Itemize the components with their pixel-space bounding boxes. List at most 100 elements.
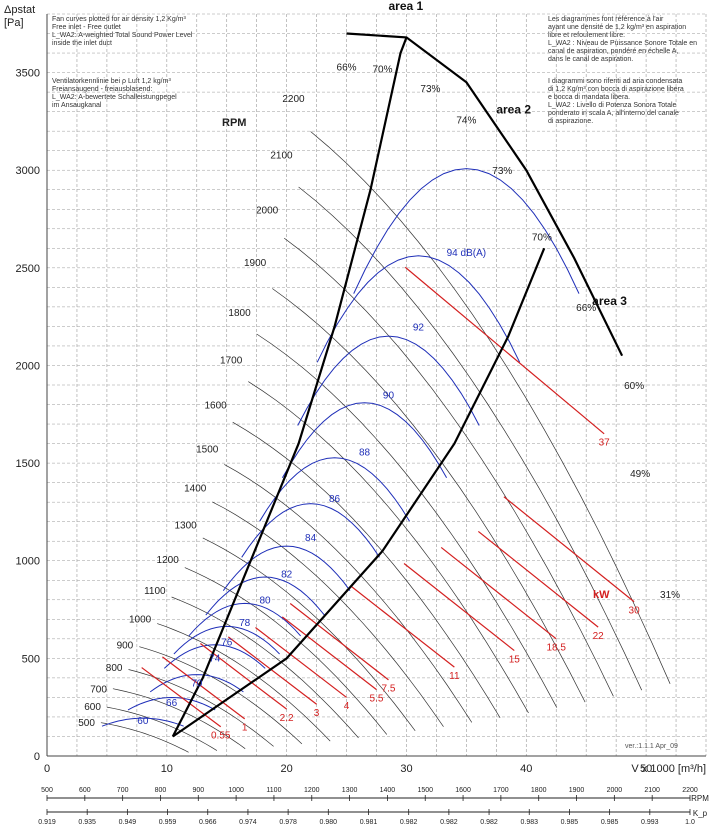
sound-curve — [101, 717, 184, 727]
rpm-label: 800 — [106, 663, 123, 674]
sound-label: 78 — [239, 618, 251, 629]
y-tick-label: 500 — [22, 653, 40, 665]
kp-scale-label: 0.949 — [119, 819, 137, 826]
kp-scale-label: 0.980 — [320, 819, 338, 826]
sound-label: 86 — [329, 494, 341, 505]
rpm-curve — [212, 501, 444, 727]
kp-scale-label: 0.966 — [199, 819, 217, 826]
kp-scale-label: 0.935 — [78, 819, 96, 826]
rpm-scale-title: RPM — [691, 794, 709, 803]
power-line — [141, 667, 222, 728]
power-line — [404, 266, 605, 435]
power-line — [289, 603, 389, 681]
rpm-scale-label: 1300 — [342, 787, 358, 794]
y-tick-label: 2000 — [16, 360, 40, 372]
rpm-curve — [256, 333, 558, 708]
power-line — [503, 496, 635, 603]
rpm-curve — [202, 537, 416, 732]
area-boundaries — [171, 32, 624, 738]
sound-label: 66 — [166, 698, 178, 709]
rpm-scale-label: 2100 — [644, 787, 660, 794]
efficiency-label: 74% — [456, 115, 476, 126]
x-tick-label: 0 — [44, 763, 50, 775]
x-tick-label: 20 — [281, 763, 293, 775]
rpm-curve — [106, 706, 218, 751]
x-tick-label: 40 — [520, 763, 532, 775]
power-label: 0.55 — [211, 730, 231, 741]
rpm-curve — [232, 421, 501, 718]
rpm-label: 500 — [78, 718, 95, 729]
power-label: 22 — [593, 631, 605, 642]
y-axis-unit: [Pa] — [4, 17, 24, 29]
x-tick-label: 30 — [400, 763, 412, 775]
rpm-curve — [128, 669, 274, 747]
rpm-label: 1800 — [228, 308, 251, 319]
rpm-label: 2000 — [256, 205, 279, 216]
rpm-label: 1100 — [144, 586, 166, 597]
axes: 0 10 20 30 40 500500100015002000250030003500V… — [16, 14, 706, 775]
sound-curves — [101, 168, 580, 727]
rpm-label: 1200 — [157, 555, 180, 566]
kp-scale-label: 0.993 — [641, 819, 659, 826]
efficiency-label: 70% — [532, 233, 552, 244]
rpm-curve — [224, 464, 473, 723]
sound-label: 80 — [260, 596, 272, 607]
kp-scale-label: 0.985 — [601, 819, 619, 826]
kp-scale-label: 0.974 — [239, 819, 257, 826]
rpm-curve — [248, 381, 529, 714]
sound-curve — [188, 602, 301, 637]
area-boundary — [171, 37, 408, 738]
rpm-curve — [139, 646, 303, 745]
kw-title: kW — [593, 589, 610, 601]
area-label: area 3 — [592, 294, 627, 308]
sound-curve — [173, 625, 280, 655]
sound-curve — [259, 457, 410, 522]
sound-label: 60 — [137, 716, 149, 727]
power-line — [440, 546, 557, 640]
rpm-scale-label: 900 — [192, 787, 204, 794]
area-label: area 2 — [496, 103, 531, 117]
rpm-label: 600 — [84, 702, 101, 713]
rpm-curve — [184, 567, 388, 735]
sound-label: 90 — [383, 391, 395, 402]
rpm-label: 1500 — [196, 444, 219, 455]
power-label: 11 — [449, 671, 460, 682]
power-line — [200, 643, 287, 710]
y-axis-title: Δpstat [Pa] — [4, 4, 35, 30]
sound-label: 88 — [359, 447, 371, 458]
power-line — [162, 656, 246, 720]
y-tick-label: 3000 — [16, 165, 40, 177]
efficiency-label: 66% — [337, 63, 357, 74]
sound-curve — [297, 335, 480, 426]
sound-label: 94 dB(A) — [447, 248, 486, 259]
bottom-scales: 500 600 700 800 900 1000 1100 1200 1300 1400 1500 1… — [38, 787, 709, 826]
rpm-label: 1600 — [204, 401, 227, 412]
rpm-curve — [171, 596, 359, 739]
sound-curve — [281, 402, 448, 479]
x-tick-label: 50 — [640, 763, 652, 775]
rpm-title: RPM — [222, 117, 246, 129]
rpm-scale-label: 500 — [41, 787, 53, 794]
sound-label: 82 — [281, 569, 293, 580]
sound-label: 84 — [305, 533, 317, 544]
rpm-curve — [100, 722, 189, 753]
sound-curve — [205, 576, 325, 616]
sound-curve — [127, 696, 216, 711]
version-text: ver.:1.1.1 Apr_09 — [625, 743, 678, 750]
rpm-curve — [112, 688, 246, 749]
sound-label: 70 — [191, 679, 203, 690]
rpm-scale-label: 2000 — [607, 787, 623, 794]
note-italian: I diagrammi sono riferiti ad aria conden… — [548, 78, 684, 125]
power-lines — [141, 266, 635, 728]
rpm-label: 2200 — [282, 94, 305, 105]
note-english: Fan curves plotted for air density 1,2 K… — [52, 16, 193, 47]
efficiency-label: 60% — [624, 381, 644, 392]
rpm-label: 900 — [117, 641, 134, 652]
x-axis-title: V x 1000 [m³/h] — [631, 763, 706, 775]
sound-curve — [222, 545, 351, 591]
y-tick-label: 0 — [34, 751, 40, 763]
rpm-scale-label: 1500 — [417, 787, 433, 794]
rpm-curve — [283, 237, 614, 697]
power-label: 7.5 — [382, 684, 396, 695]
